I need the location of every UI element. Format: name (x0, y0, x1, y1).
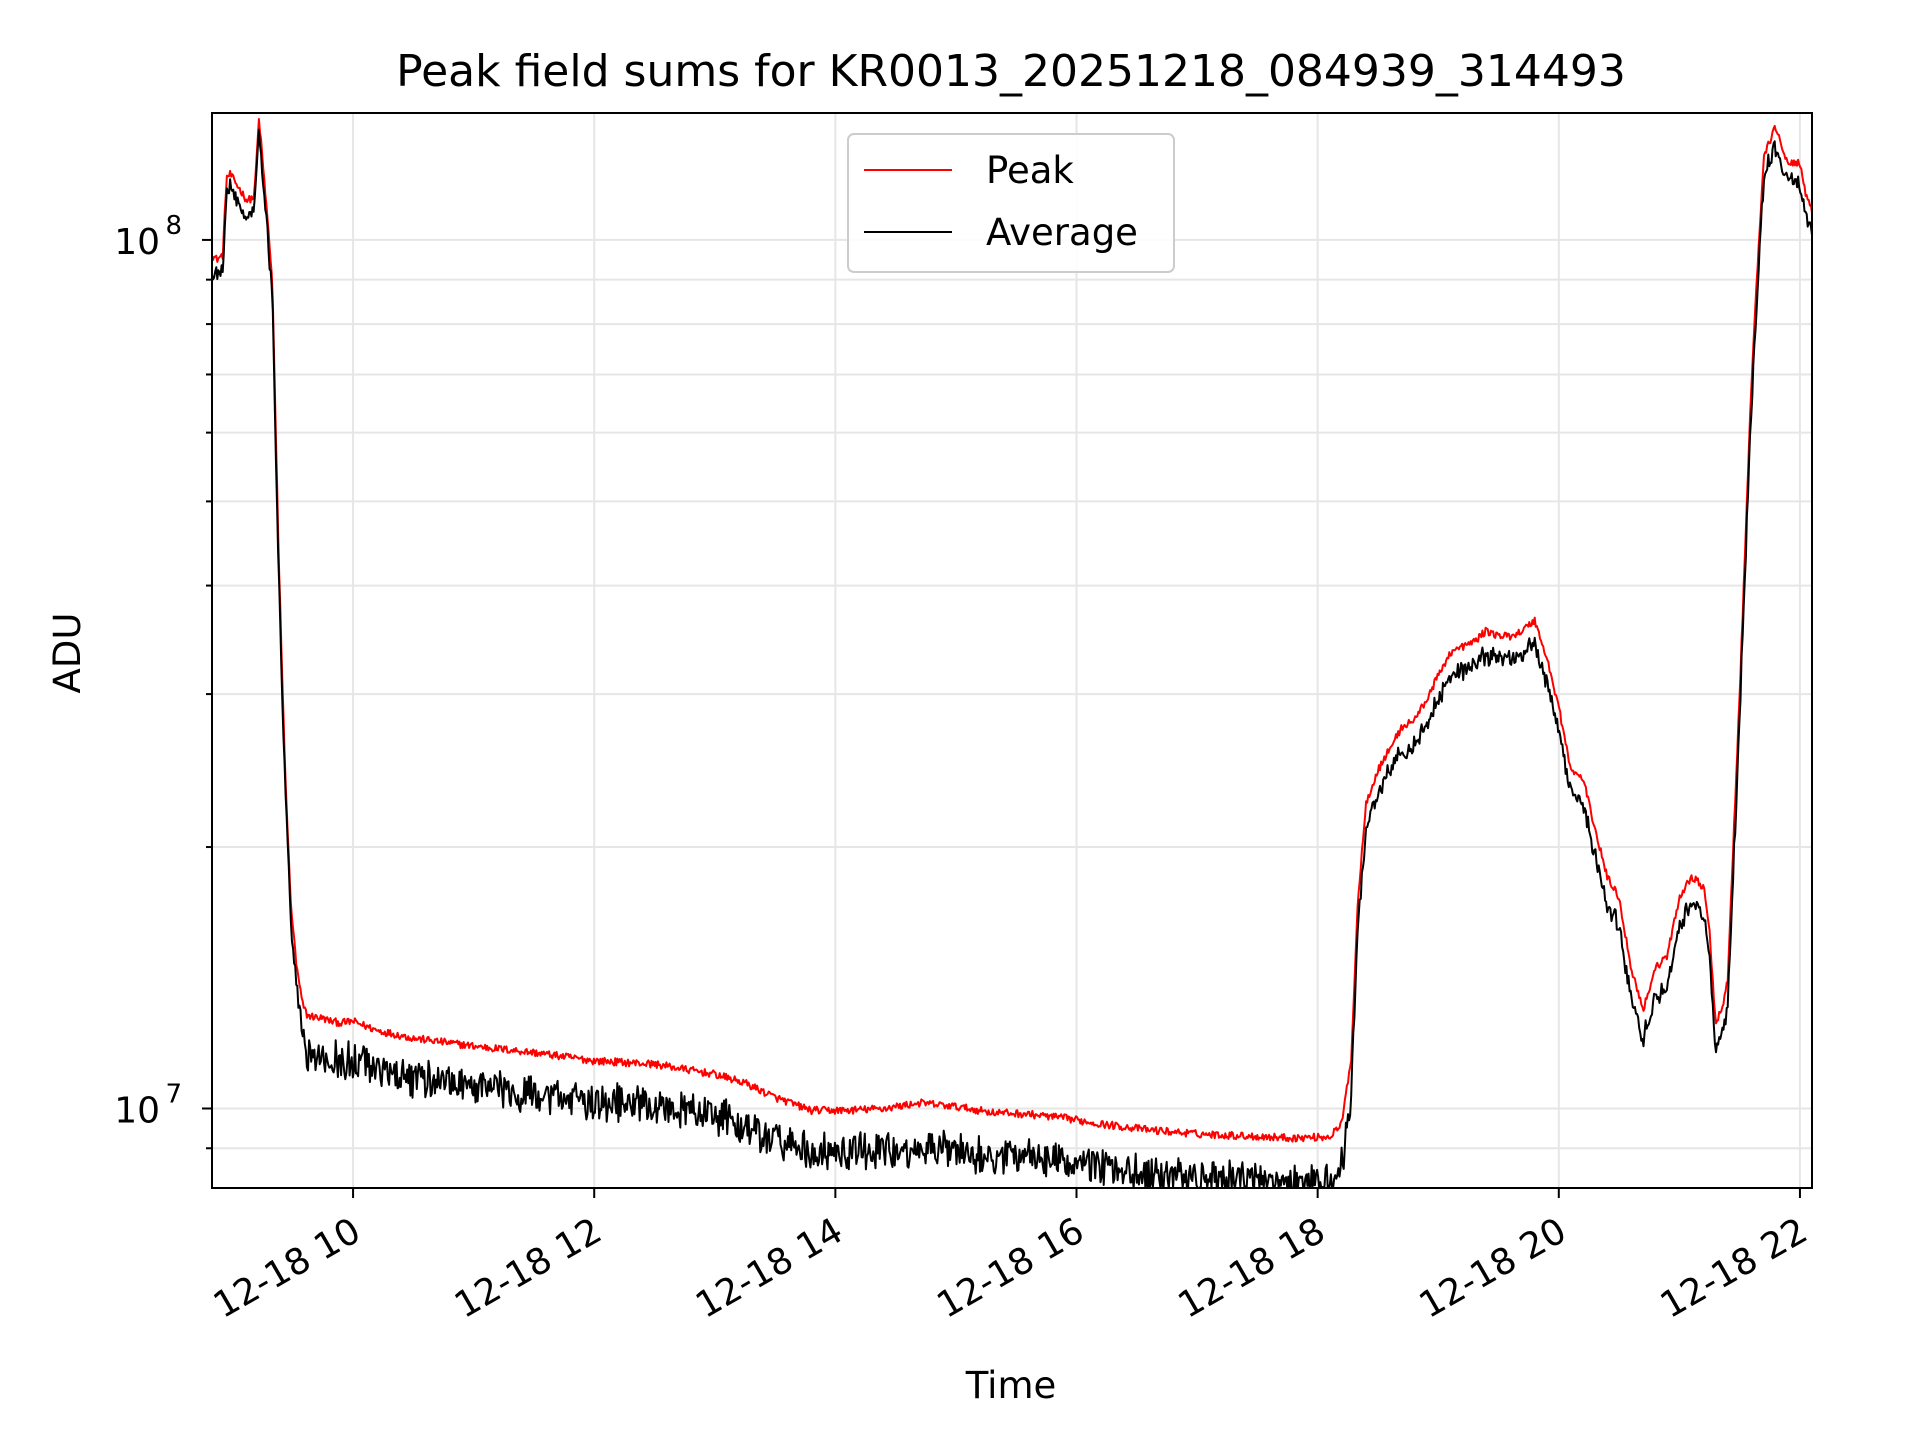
plot-area (212, 113, 1812, 1188)
y-tick-label-exponent: 7 (165, 1080, 182, 1110)
grid (212, 113, 1812, 1188)
y-tick-label: 10 (114, 1091, 160, 1132)
legend-label-average: Average (986, 211, 1138, 254)
series-line-average (211, 128, 1813, 1189)
series-group (211, 118, 1813, 1189)
y-tick-label: 10 (114, 222, 160, 263)
legend: Peak Average (847, 133, 1175, 273)
y-axis-label: ADU (46, 613, 89, 694)
y-tick-label-exponent: 8 (165, 211, 182, 241)
x-axis-label: Time (965, 1364, 1057, 1407)
plot-frame (211, 112, 1813, 1189)
chart-title: Peak field sums for KR0013_20251218_0849… (396, 46, 1626, 97)
legend-box (847, 133, 1175, 273)
series-line-peak (211, 118, 1813, 1143)
legend-label-peak: Peak (986, 149, 1074, 192)
